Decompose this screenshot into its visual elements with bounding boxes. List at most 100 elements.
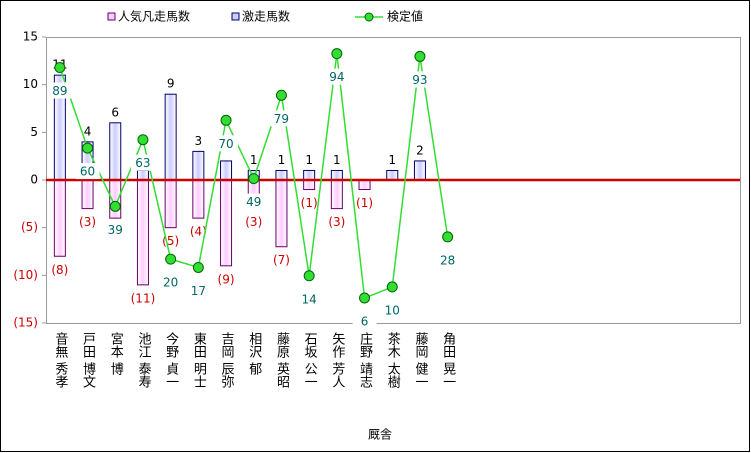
- point-label: 70: [218, 137, 233, 151]
- point: [248, 173, 260, 185]
- bar: [330, 169, 343, 181]
- bar: [164, 179, 177, 229]
- bar: [275, 169, 288, 181]
- point-label: 79: [274, 112, 289, 126]
- x-tick-label: 庄野 靖志: [357, 331, 373, 388]
- bar-label: (4): [190, 225, 207, 239]
- legend-label: 検定値: [387, 9, 423, 24]
- point-label-box: [158, 274, 183, 291]
- x-tick-label: 池江 泰寿: [135, 332, 151, 389]
- bar-label: (9): [218, 272, 235, 286]
- point-label-box: [103, 221, 128, 238]
- bar-label: 6: [111, 105, 119, 119]
- bar-label: (3): [245, 215, 262, 229]
- point-label: 20: [163, 276, 178, 290]
- x-tick-label: 吉岡 辰弥: [219, 332, 235, 389]
- legend-swatch: [231, 12, 240, 21]
- bar: [275, 179, 288, 248]
- point-label: 28: [440, 253, 455, 267]
- bar-label: (7): [273, 253, 290, 267]
- x-tick-label: 藤原 英昭: [274, 332, 290, 389]
- point-label: 49: [246, 195, 261, 209]
- x-axis-label: 厩舎: [368, 428, 392, 442]
- point-label: 63: [135, 156, 150, 170]
- bar: [109, 122, 122, 181]
- x-tick-label: 相沢 郁: [246, 332, 262, 377]
- x-tick-label: 藤岡 健一: [412, 332, 428, 388]
- point-label: 39: [108, 223, 123, 237]
- point-label-box: [75, 163, 100, 180]
- point-label: 94: [329, 70, 344, 84]
- point-label: 89: [52, 84, 67, 98]
- bar: [220, 179, 233, 267]
- bar: [303, 169, 316, 181]
- bar: [303, 179, 316, 191]
- bar: [136, 169, 149, 181]
- bar-label: 2: [416, 143, 424, 157]
- legend-label: 激走馬数: [242, 9, 290, 24]
- bar-label: (11): [131, 291, 156, 305]
- point-label-box: [297, 290, 322, 307]
- x-tick-label: 今野 貞一: [163, 331, 179, 388]
- point-label-box: [407, 71, 432, 88]
- bar-label: 3: [195, 134, 203, 148]
- x-tick-label: 茶木 太樹: [385, 331, 401, 388]
- bar: [330, 179, 343, 210]
- bar-label: 9: [167, 77, 175, 91]
- bar-label: 1: [278, 153, 286, 167]
- bar: [136, 179, 149, 286]
- bar-label: (1): [301, 196, 318, 210]
- bar-label: 1: [388, 153, 396, 167]
- bar: [81, 179, 94, 210]
- point-label-box: [435, 251, 460, 268]
- point-label: 93: [412, 73, 427, 87]
- point-label-box: [214, 135, 239, 152]
- legend-label: 人気凡走馬数: [118, 9, 190, 24]
- bar-label: 1: [250, 153, 258, 167]
- y-tick-label: 15: [23, 30, 38, 44]
- point: [442, 231, 454, 243]
- point: [109, 200, 121, 212]
- bar: [164, 93, 177, 181]
- point: [275, 89, 287, 101]
- point: [303, 270, 315, 282]
- point: [82, 142, 94, 154]
- point-label: 6: [361, 315, 369, 329]
- bar: [192, 150, 205, 181]
- point: [137, 134, 149, 146]
- y-tick-label: (5): [21, 220, 38, 234]
- bar: [386, 169, 399, 181]
- point-label-box: [47, 82, 72, 99]
- x-tick-label: 宮本 博: [108, 331, 124, 375]
- point-label-box: [130, 154, 155, 171]
- bar-label: 4: [84, 124, 92, 138]
- point-label-box: [269, 110, 294, 127]
- point: [192, 261, 204, 273]
- point-label: 60: [80, 165, 95, 179]
- x-tick-label: 石坂 公一: [302, 332, 318, 388]
- point: [414, 50, 426, 62]
- bar-label: (3): [79, 215, 96, 229]
- x-tick-label: 戸田 博文: [80, 332, 96, 389]
- bar: [413, 160, 426, 181]
- bar: [220, 160, 233, 181]
- bar-label: (3): [328, 215, 345, 229]
- point-label-box: [186, 282, 211, 299]
- y-tick-label: 5: [30, 125, 38, 139]
- y-tick-label: 0: [30, 173, 38, 187]
- y-tick-label: 10: [23, 77, 38, 91]
- bar-label: (1): [356, 196, 373, 210]
- point-label: 17: [191, 284, 206, 298]
- x-tick-label: 矢作 芳人: [329, 332, 345, 388]
- point: [165, 253, 177, 265]
- bar-label: 1: [333, 153, 341, 167]
- point: [331, 48, 343, 60]
- point-label-box: [352, 313, 377, 330]
- bar: [192, 179, 205, 219]
- point: [359, 292, 371, 304]
- point-label-box: [324, 68, 349, 85]
- legend-marker: [364, 12, 374, 22]
- bar-label: 1: [305, 153, 313, 167]
- point-label: 10: [385, 303, 400, 317]
